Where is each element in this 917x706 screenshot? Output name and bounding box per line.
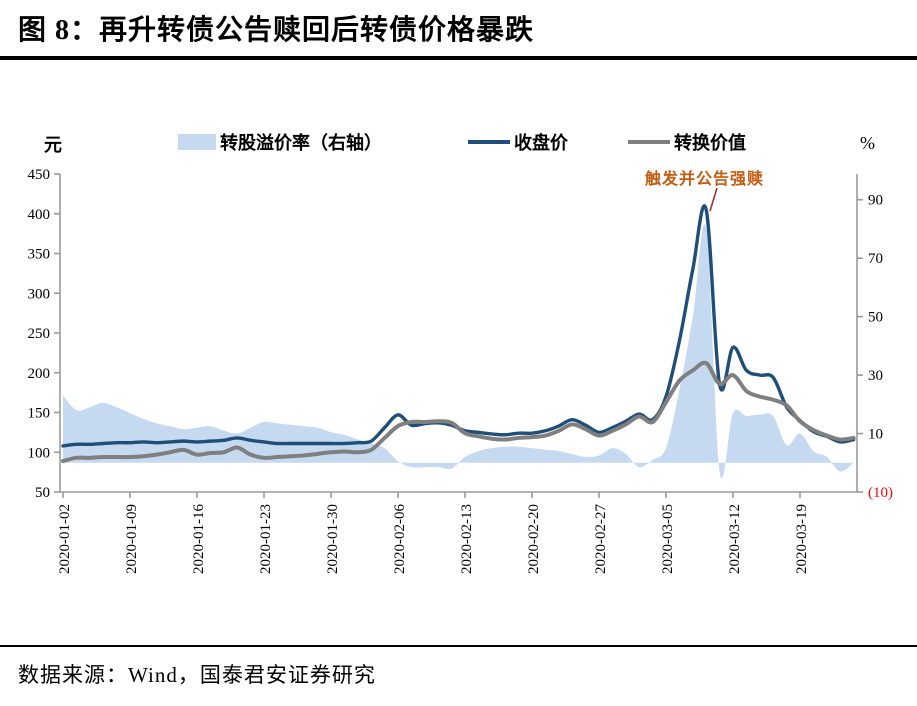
close-price-line (61, 204, 856, 448)
x-tick-label: 2020-01-09 (124, 504, 140, 574)
left-tick-label: 300 (28, 286, 51, 302)
title-rule (0, 56, 917, 60)
x-tick-label: 2020-02-13 (459, 504, 475, 574)
left-tick-label: 50 (35, 485, 50, 501)
x-tick-label: 2020-01-30 (325, 504, 341, 574)
x-tick-label: 2020-01-23 (258, 504, 274, 574)
x-tick-label: 2020-01-02 (57, 504, 73, 574)
legend-item-close: 收盘价 (468, 131, 568, 153)
left-axis-ticks: 450 400 350 300 250 200 150 100 50 (28, 167, 60, 501)
right-tick-label: 10 (868, 427, 883, 443)
premium-area (63, 224, 854, 479)
right-tick-label: 90 (868, 193, 883, 209)
x-tick-label: 2020-02-20 (526, 504, 542, 574)
data-source-text: 数据来源：Wind，国泰君安证券研究 (18, 663, 376, 687)
x-tick-label: 2020-01-16 (191, 504, 207, 574)
x-tick-label: 2020-02-27 (593, 504, 609, 574)
legend-item-premium: 转股溢价率（右轴） (178, 131, 382, 153)
left-tick-label: 250 (28, 326, 51, 342)
left-tick-label: 400 (28, 207, 51, 223)
right-tick-label: 30 (868, 368, 883, 384)
figure-title: 图 8：再升转债公告赎回后转债价格暴跌 (18, 15, 535, 46)
source-band: 数据来源：Wind，国泰君安证券研究 (0, 645, 917, 689)
right-axis-ticks: 90 70 50 30 10 (10) (857, 193, 893, 501)
conversion-value-line (61, 360, 856, 463)
right-tick-label: 50 (868, 310, 883, 326)
forced-redemption-annotation: 触发并公告强赎 (645, 171, 765, 188)
line-swatch-icon (628, 140, 670, 144)
x-tick-label: 2020-03-19 (794, 504, 810, 574)
x-axis-ticks: 2020-01-02 2020-01-09 2020-01-16 2020-01-23… (57, 492, 810, 574)
right-axis-unit-label: % (860, 133, 875, 153)
x-tick-label: 2020-03-12 (727, 504, 743, 574)
x-tick-label: 2020-03-05 (660, 504, 676, 574)
legend-item-conversion-value: 转换价值 (628, 131, 746, 153)
left-tick-label: 200 (28, 366, 51, 382)
legend-label-close: 收盘价 (514, 133, 568, 153)
chart-canvas: 450 400 350 300 250 200 150 100 50 90 70 50 30 10 (10)… (28, 167, 894, 574)
left-axis-unit-label: 元 (44, 135, 62, 155)
left-tick-label: 450 (28, 167, 51, 183)
legend-label-premium: 转股溢价率（右轴） (220, 133, 382, 153)
annotation-leader-line (709, 187, 718, 212)
left-tick-label: 100 (28, 445, 51, 461)
area-swatch-icon (178, 134, 216, 150)
legend-label-conversion-value: 转换价值 (674, 133, 746, 153)
right-tick-label: (10) (868, 485, 893, 501)
left-tick-label: 350 (28, 247, 51, 263)
left-tick-label: 150 (28, 406, 51, 422)
x-tick-label: 2020-02-06 (392, 504, 408, 574)
right-tick-label: 70 (868, 251, 883, 267)
line-swatch-icon (468, 140, 510, 144)
